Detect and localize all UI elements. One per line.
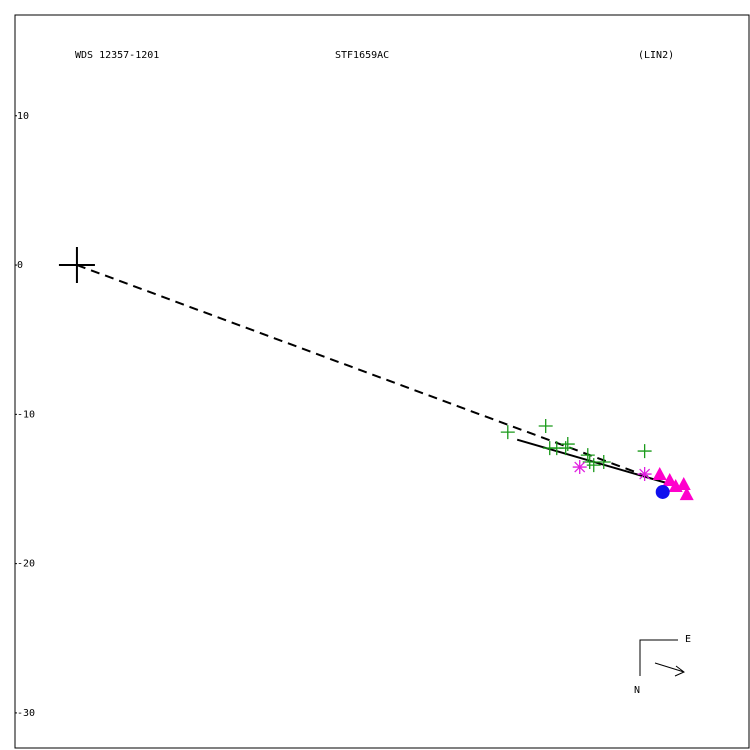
measure-point (558, 441, 573, 456)
measure-point (676, 477, 691, 491)
fit-line (76, 264, 654, 480)
measure-point (652, 467, 667, 481)
y-tick-label: -10 (17, 409, 35, 420)
y-tick-label: -30 (17, 708, 35, 719)
chart-title: STF1659AC (335, 50, 389, 61)
compass-label: N (634, 685, 640, 696)
measure-point (572, 460, 587, 475)
plot-frame (14, 14, 750, 749)
compass-label: E (685, 634, 691, 645)
fit-line (516, 438, 688, 490)
y-tick-label: 0 (17, 260, 23, 271)
motion-arrow (654, 662, 685, 677)
measure-point (655, 484, 670, 499)
y-tick-label: 10 (17, 111, 29, 122)
primary-star (58, 247, 95, 284)
measure-point (637, 444, 652, 459)
measure-point (586, 458, 601, 473)
measure-point (580, 448, 595, 463)
measure-point (500, 425, 515, 440)
measure-point (596, 454, 611, 469)
y-tick-label: -20 (17, 559, 35, 570)
annotation: WDS 12357-1201 (75, 50, 159, 61)
compass-axes (639, 639, 678, 676)
measure-point (679, 487, 694, 501)
measure-point (538, 418, 553, 433)
measure-point (637, 467, 652, 482)
annotation: (LIN2) (638, 50, 674, 61)
measure-point (662, 473, 677, 487)
measure-point (668, 479, 683, 493)
